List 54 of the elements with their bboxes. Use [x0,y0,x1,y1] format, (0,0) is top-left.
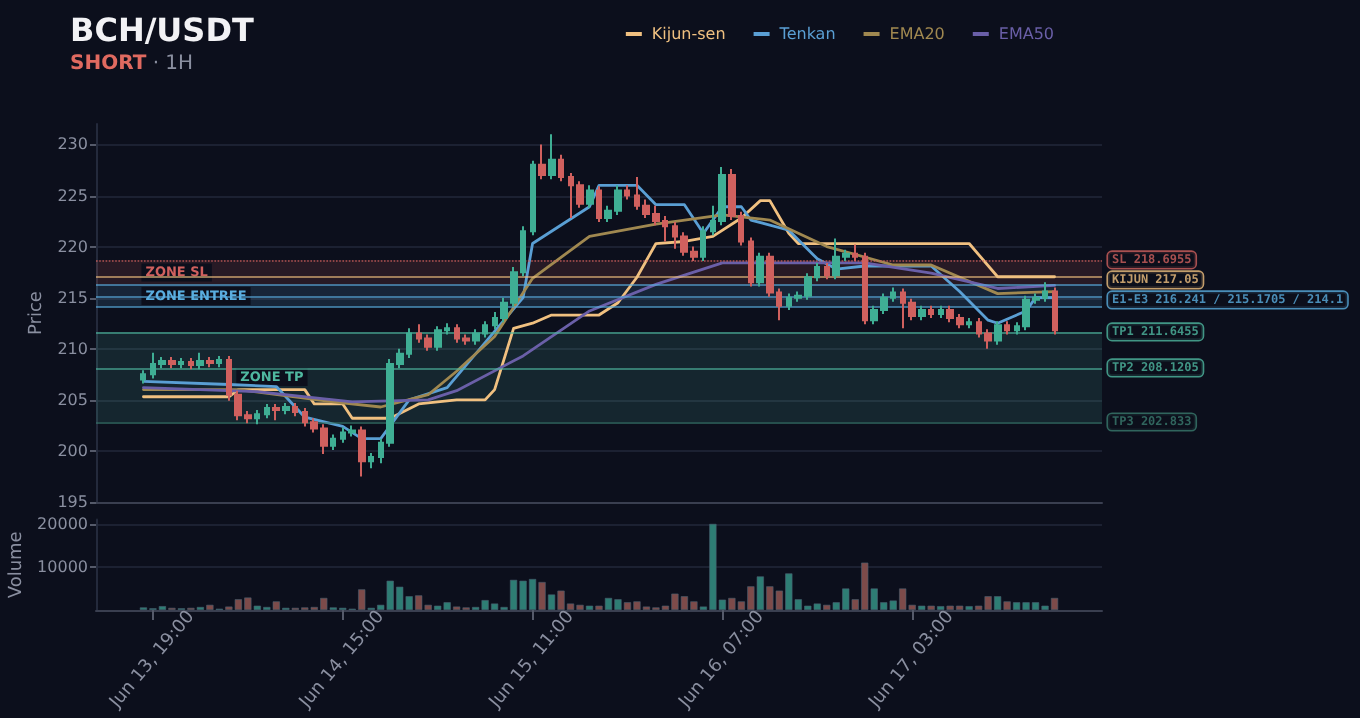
candlestick [254,409,260,426]
y-tick-label: 210 [57,339,88,358]
y-axis-title: Price [27,290,47,335]
y-tick-label: 215 [57,288,88,307]
chart-subtitle: SHORT · 1H [70,53,194,75]
candlestick [216,354,222,369]
candlestick [368,451,374,470]
candlestick [272,402,280,422]
y-tick-label: 225 [57,186,88,205]
candlestick [624,184,630,201]
candlestick [206,355,214,369]
candlestick [140,369,146,385]
candlestick [558,153,564,183]
candlestick [434,325,442,352]
candlestick [188,356,194,371]
y-tick-label: 220 [57,237,88,256]
y-tick-label: 230 [57,135,88,154]
chart-title: BCH/USDT [70,11,254,49]
legend-label: Tenkan [777,25,836,43]
candlestick [548,133,556,181]
candlestick [264,402,270,420]
y-axis-title: Volume [7,530,27,599]
candlestick [756,251,764,288]
candlestick [938,304,944,320]
candlestick [1052,286,1058,336]
legend-label: Kijun-sen [651,25,726,43]
candlestick [586,184,594,209]
candlestick [700,225,706,262]
y-tick-label: 10000 [37,557,88,576]
candlestick [530,159,536,237]
candlestick [196,351,204,371]
y-tick-label: 205 [57,390,88,409]
candlestick [158,355,166,370]
legend-label: EMA50 [998,25,1054,43]
candlestick [596,185,602,224]
y-tick-label: 195 [57,493,88,511]
candlestick [282,401,290,416]
candlestick [358,425,366,478]
candlestick [472,328,480,346]
candlestick [928,304,934,320]
candlestick [538,143,546,181]
legend-label: EMA20 [889,25,945,43]
candlestick [348,424,356,438]
candlestick [1004,320,1010,336]
candlestick [994,320,1002,346]
candlestick [330,433,336,451]
y-tick-label: 20000 [37,514,88,533]
candlestick [918,304,926,322]
candlestick [178,356,184,370]
candlestick [292,401,298,418]
candlestick [718,165,726,227]
candlestick [168,355,176,370]
candlestick [966,317,972,330]
y-tick-label: 200 [57,441,88,460]
